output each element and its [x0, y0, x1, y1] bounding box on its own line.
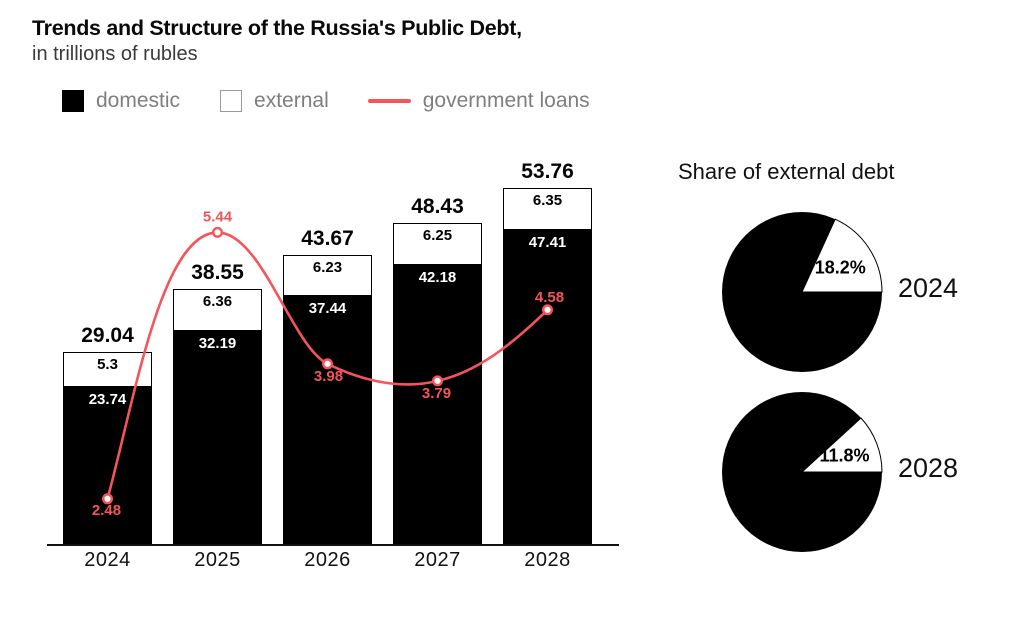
- bar-value-external-2024: 5.3: [97, 356, 118, 373]
- pie-percent-label-2024: 18.2%: [815, 257, 866, 277]
- bar-value-domestic-2026: 37.44: [308, 300, 347, 318]
- x-axis-label-2028: 2028: [524, 549, 571, 571]
- bar-segment-external-2027: 6.25: [393, 223, 482, 265]
- bar-segment-domestic-2026: 37.44: [283, 296, 372, 545]
- legend-swatch-government-loans-line: [367, 99, 411, 103]
- pie-wedge-external-2028: [800, 417, 883, 473]
- bar-value-external-2027: 6.25: [422, 227, 453, 245]
- bar-segment-domestic-2028: 47.41: [503, 229, 592, 545]
- legend-label-external: external: [254, 89, 329, 112]
- x-axis-line: [47, 544, 619, 546]
- bar-segment-external-2025: 6.36: [173, 288, 262, 332]
- bar-total-value-2024: 29.04: [81, 324, 134, 347]
- bar-value-domestic-2027: 42.18: [418, 268, 457, 286]
- pie-wedge-external-2024: [801, 218, 883, 293]
- x-axis-label-2024: 2024: [84, 549, 131, 571]
- x-axis-label-2027: 2027: [414, 549, 461, 571]
- bar-segment-domestic-2025: 32.19: [173, 331, 262, 545]
- bar-value-domestic-2024: 23.74: [88, 391, 127, 409]
- bar-value-external-2026: 6.23: [312, 258, 343, 276]
- bar-segment-domestic-2027: 42.18: [393, 264, 482, 545]
- external-debt-pie-charts: 18.2% 2024 11.8% 2028: [722, 212, 958, 552]
- x-axis-label-2026: 2026: [304, 549, 351, 571]
- bar-total-value-2028: 53.76: [521, 159, 574, 183]
- pie-year-label-2024: 2024: [898, 273, 958, 303]
- legend-swatch-external: [220, 90, 243, 112]
- pie-section-title: Share of external debt: [678, 159, 895, 184]
- bar-segment-external-2028: 6.35: [503, 187, 592, 230]
- bar-segment-domestic-2024: 23.74: [63, 387, 152, 545]
- bar-value-external-2028: 6.35: [532, 191, 563, 209]
- legend-label-government-loans: government loans: [422, 89, 590, 112]
- bar-total-value-2026: 43.67: [301, 226, 354, 250]
- pie-year-label-2028: 2028: [898, 453, 958, 483]
- x-axis-label-2025: 2025: [194, 549, 241, 571]
- chart-subtitle: in trillions of rubles: [32, 43, 198, 65]
- pie-percent-label-2028: 11.8%: [819, 446, 869, 466]
- legend-label-domestic: domestic: [96, 89, 181, 112]
- bar-total-value-2025: 38.55: [191, 260, 244, 284]
- stacked-bar-chart: 29.04 5.3 23.74 2024 38.55 6.36 32.19 2025 43.67…: [63, 159, 592, 571]
- bar-segment-external-2026: 6.23: [283, 254, 372, 297]
- legend: domestic external government loans: [62, 88, 590, 114]
- legend-swatch-domestic: [62, 90, 84, 112]
- bar-value-external-2025: 6.36: [202, 292, 233, 310]
- bar-value-domestic-2028: 47.41: [528, 233, 567, 251]
- bar-total-value-2027: 48.43: [411, 195, 464, 219]
- bar-segment-external-2024: 5.3: [63, 352, 152, 388]
- bar-value-domestic-2025: 32.19: [198, 335, 237, 353]
- chart-title: Trends and Structure of the Russia's Pub…: [32, 16, 522, 40]
